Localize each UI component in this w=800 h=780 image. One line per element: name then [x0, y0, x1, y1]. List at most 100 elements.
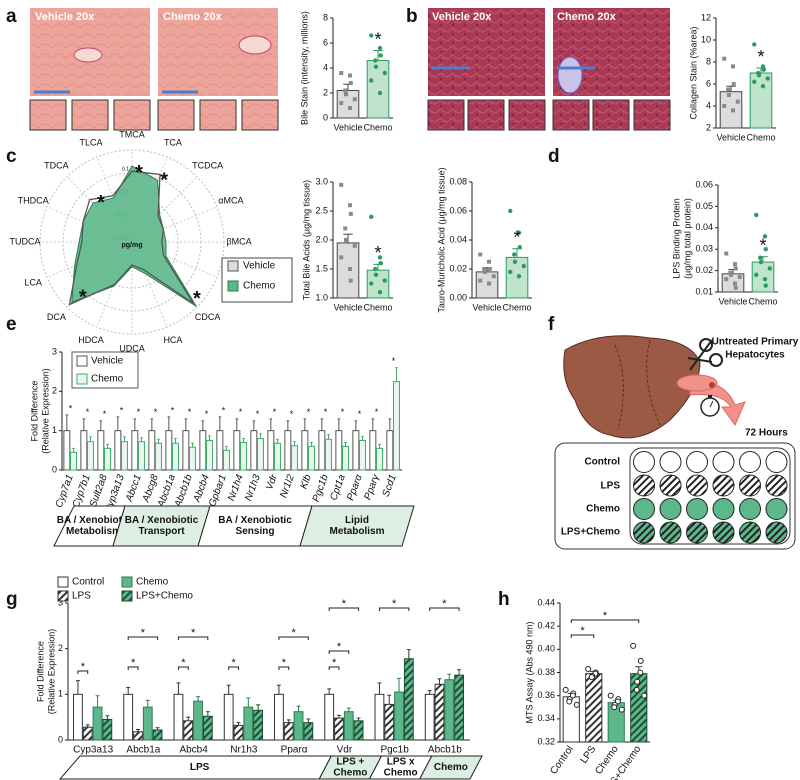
y-tick-label: 0.34 [537, 713, 555, 723]
x-tick-label: Nr1l2 [278, 473, 297, 500]
significance: * [342, 598, 347, 610]
data-point [516, 274, 522, 279]
vessel [557, 56, 583, 94]
data-point [516, 230, 522, 235]
bar [87, 441, 94, 471]
significance-bracket [77, 670, 89, 674]
bar [80, 430, 88, 471]
significance: * [759, 235, 766, 255]
well [765, 521, 788, 544]
category-label: HCA [163, 335, 182, 345]
bar [206, 440, 213, 471]
radar-area [71, 165, 197, 307]
significance: * [580, 625, 585, 637]
bar [454, 674, 464, 741]
data-point [339, 71, 344, 75]
bar [114, 430, 122, 471]
data-point [641, 692, 648, 699]
row-label: LPS+Chemo [561, 527, 620, 538]
x-tick-label: Abcb4 [179, 745, 208, 756]
x-tick-label: Nr1h3 [230, 745, 258, 756]
y-axis-label: (Relative Expression) [46, 629, 56, 715]
liver [563, 335, 701, 439]
data-point [731, 108, 735, 113]
significance: * [442, 598, 447, 610]
panel-label: g [6, 589, 18, 610]
significance: * [79, 287, 87, 309]
micrograph [428, 8, 545, 96]
significance-bracket [429, 607, 460, 611]
bar [274, 442, 281, 471]
data-point [487, 281, 491, 286]
group-box [299, 505, 415, 547]
data-point [767, 266, 772, 271]
significance-bracket [177, 636, 209, 640]
data-point [378, 53, 383, 58]
y-tick-label: 3.0 [315, 176, 328, 186]
r-tick-label: 0.1 [122, 166, 129, 172]
y-tick-label: 1.0 [315, 292, 328, 302]
bar [102, 718, 113, 741]
well [686, 451, 708, 473]
significance: * [231, 657, 236, 669]
bar [223, 693, 234, 741]
significance: * [86, 407, 90, 417]
data-point [348, 106, 352, 110]
data-point [731, 82, 736, 86]
y-tick-label: 8 [706, 56, 711, 66]
bar [343, 711, 354, 741]
data-point [378, 261, 383, 266]
r-axis-label: pg/mg [122, 242, 143, 249]
diagram-time: 72 Hours [745, 428, 788, 439]
panel-label: h [498, 589, 510, 610]
bar [444, 679, 455, 741]
significance: * [324, 407, 328, 417]
legend-swatch [76, 373, 88, 385]
y-tick-label: 0.32 [537, 736, 555, 746]
data-point [765, 76, 770, 81]
data-point [339, 182, 344, 187]
legend-label: Chemo [243, 281, 276, 292]
data-point [348, 73, 352, 78]
significance: * [392, 356, 396, 366]
significance: * [273, 407, 277, 417]
y-tick-label: 0.44 [537, 597, 555, 607]
micrograph-label: Chemo 20x [163, 11, 223, 23]
group-label: Chemo [434, 762, 468, 773]
significance: * [69, 403, 73, 413]
group-label: Metabolism [66, 526, 121, 537]
well [686, 521, 708, 544]
well [633, 521, 655, 544]
group-label: BA / Xenobiotic [57, 515, 131, 526]
data-point [762, 234, 768, 239]
significance: * [181, 657, 186, 669]
significance: * [374, 29, 381, 49]
significance: * [603, 610, 608, 622]
bar [318, 430, 326, 471]
well [739, 498, 761, 520]
data-point [761, 67, 766, 72]
legend-swatch [121, 590, 133, 602]
legend-swatch [57, 576, 69, 588]
thumbnail [592, 99, 630, 131]
bar [82, 726, 93, 741]
bar [152, 729, 163, 741]
bar [303, 722, 314, 741]
significance: * [160, 170, 168, 192]
data-point [377, 255, 383, 260]
category-label: LCA [24, 277, 42, 287]
category-label: βMCA [226, 236, 251, 246]
y-tick-label: 0.01 [695, 286, 713, 296]
bar [216, 430, 224, 471]
group-box [418, 755, 483, 780]
significance: * [513, 227, 520, 247]
bar [301, 430, 309, 471]
data-point [352, 243, 357, 248]
data-point [758, 255, 763, 260]
y-tick-label: 0.40 [537, 644, 555, 654]
bar [394, 691, 404, 741]
data-point [483, 269, 487, 274]
significance-bracket [278, 636, 309, 640]
data-point [512, 252, 517, 257]
